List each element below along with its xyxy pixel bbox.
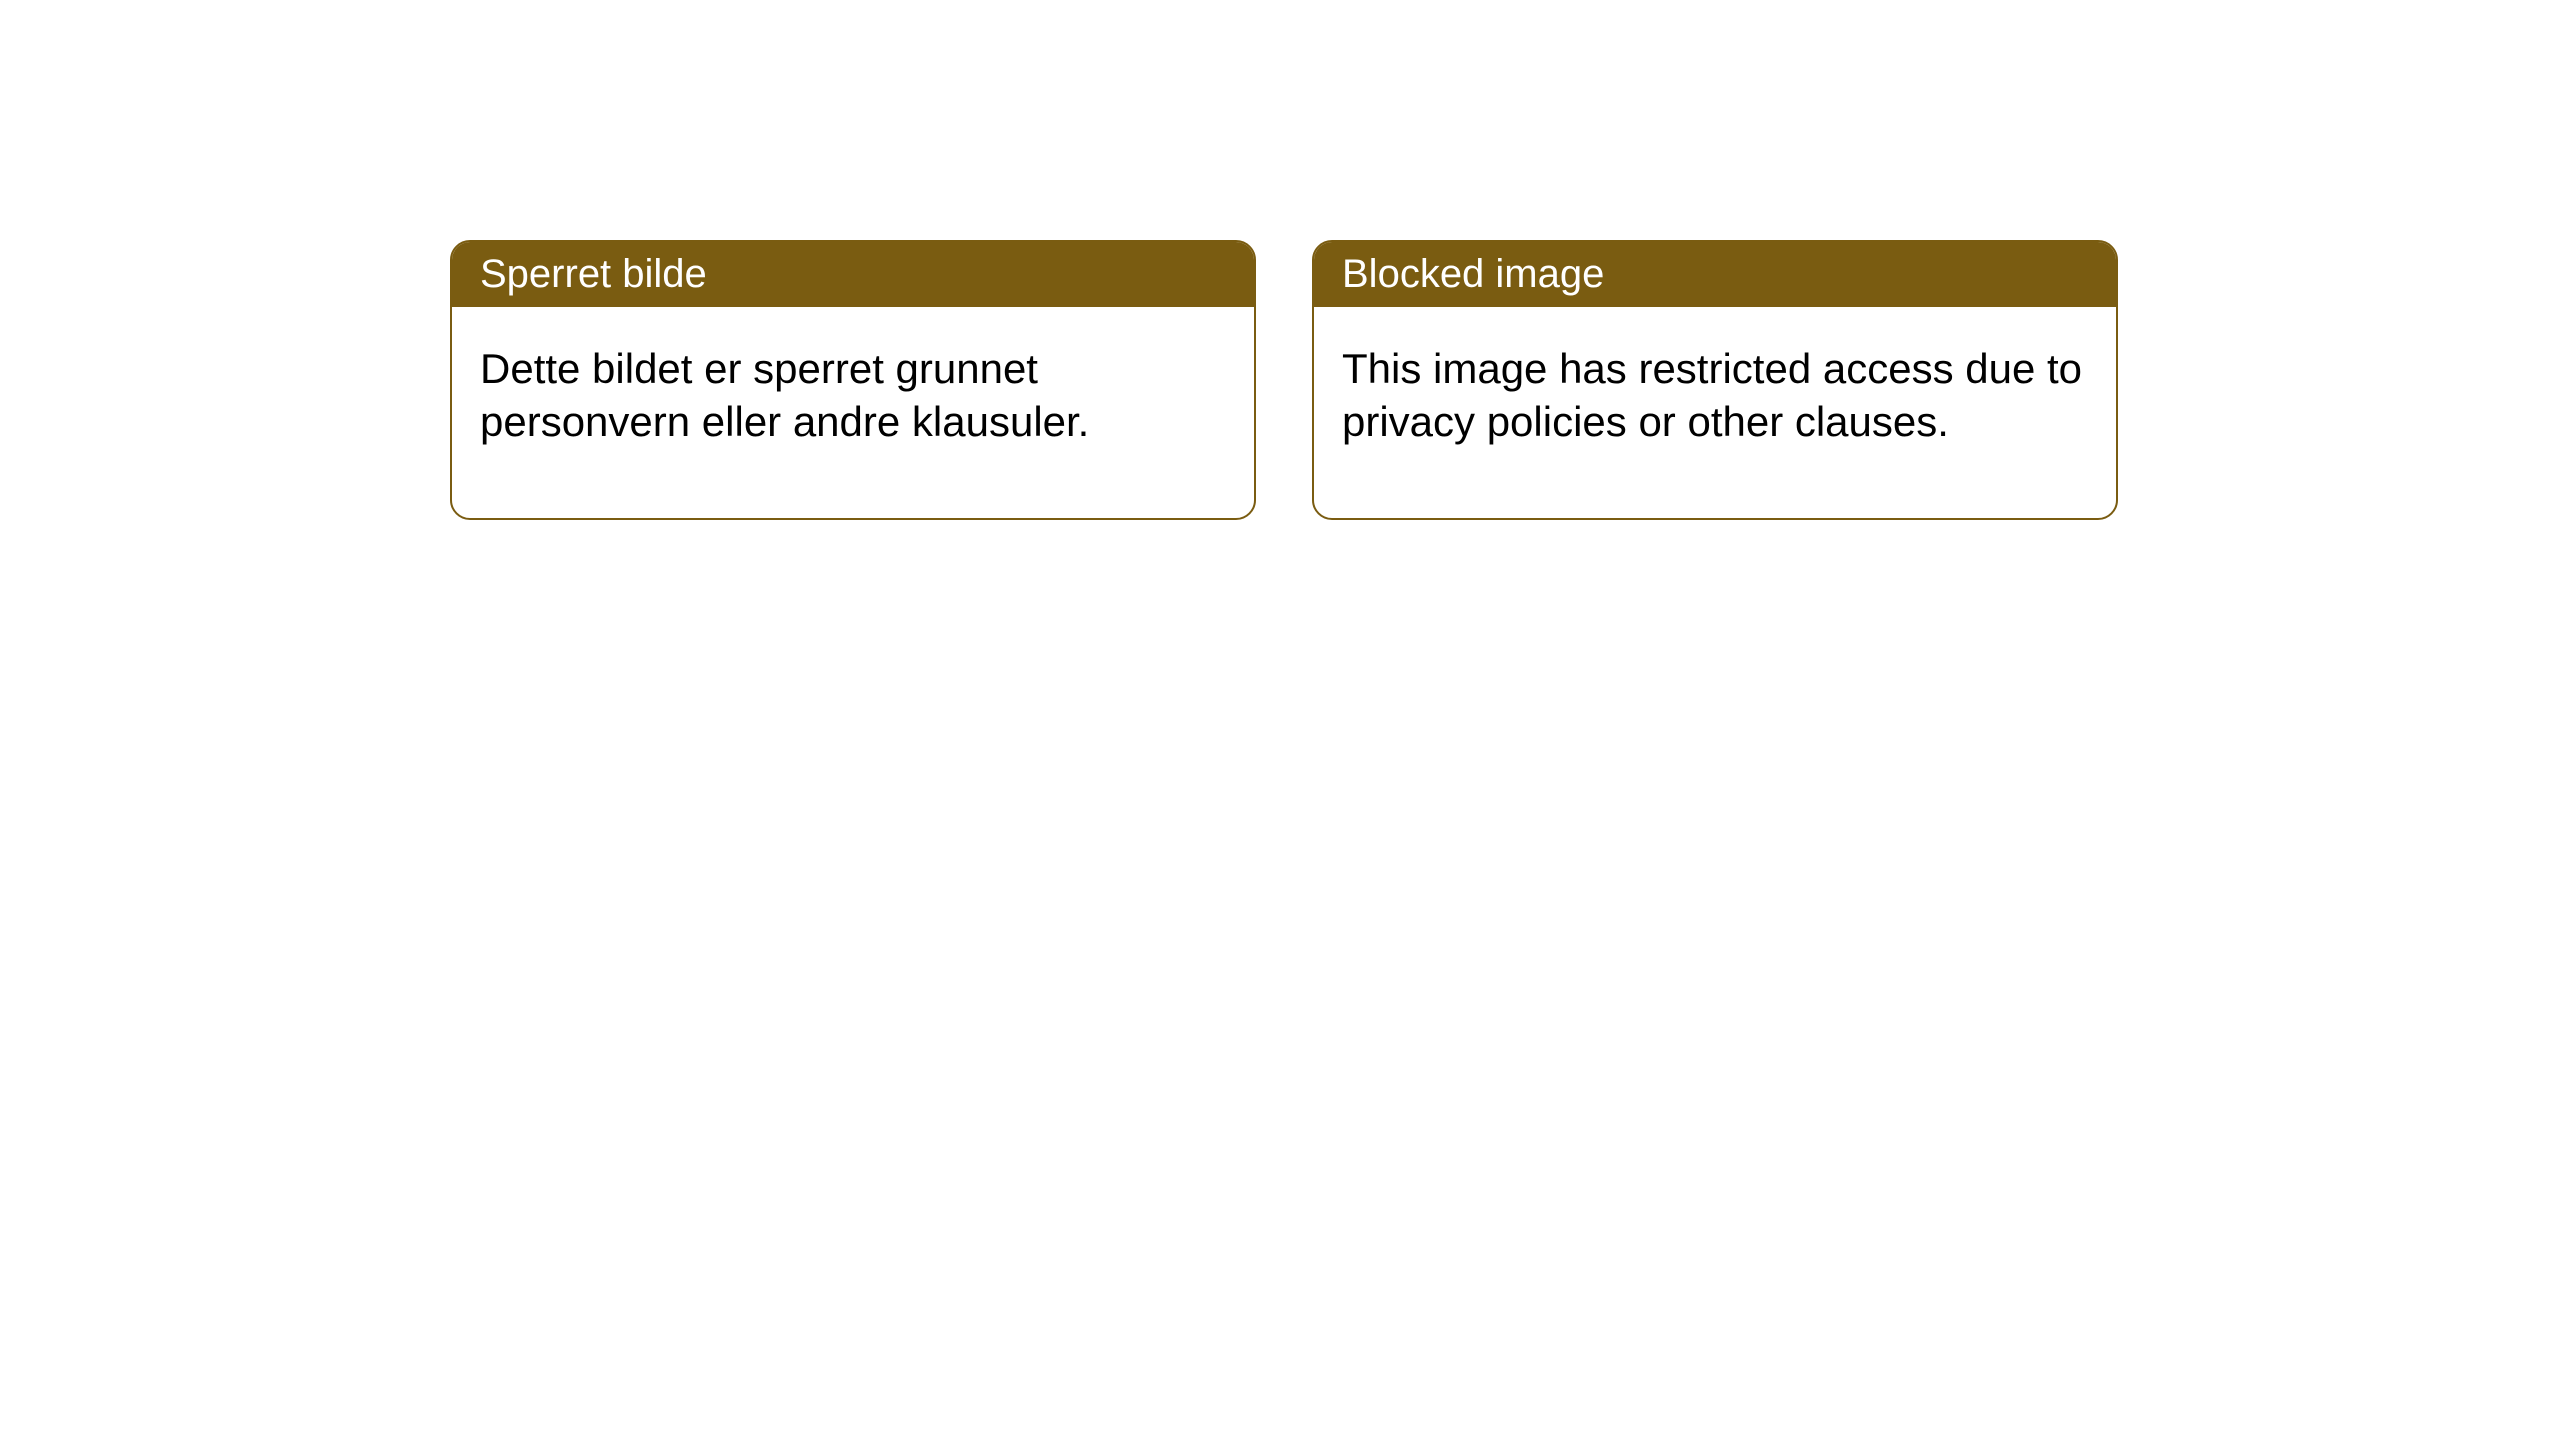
notice-title: Sperret bilde (480, 252, 707, 296)
notice-body-text: This image has restricted access due to … (1342, 345, 2082, 445)
notice-body-text: Dette bildet er sperret grunnet personve… (480, 345, 1089, 445)
notice-title: Blocked image (1342, 252, 1604, 296)
notice-body: This image has restricted access due to … (1314, 307, 2116, 518)
notice-card-english: Blocked image This image has restricted … (1312, 240, 2118, 520)
notice-container: Sperret bilde Dette bildet er sperret gr… (450, 240, 2118, 520)
notice-body: Dette bildet er sperret grunnet personve… (452, 307, 1254, 518)
notice-header: Blocked image (1314, 242, 2116, 307)
notice-header: Sperret bilde (452, 242, 1254, 307)
notice-card-norwegian: Sperret bilde Dette bildet er sperret gr… (450, 240, 1256, 520)
